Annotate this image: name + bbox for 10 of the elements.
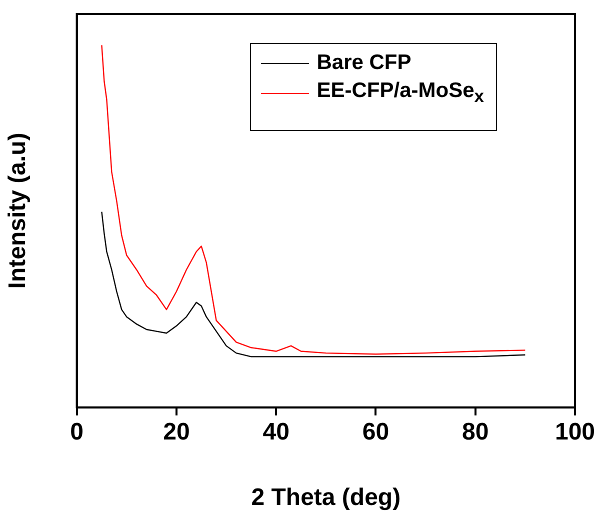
x-tick-label: 0 [70,418,84,446]
y-axis-title: Intensity (a.u) [4,132,32,289]
legend-label: Bare CFP [316,51,412,75]
x-tick-label: 60 [362,418,390,446]
x-axis-title: 2 Theta (deg) [251,484,401,512]
legend-label: EE-CFP/a-MoSe$_{x}$ [316,78,484,108]
x-tick-label: 100 [554,418,596,446]
x-tick-label: 40 [262,418,290,446]
x-tick-label: 20 [163,418,190,446]
x-tick-label: 80 [462,418,489,446]
